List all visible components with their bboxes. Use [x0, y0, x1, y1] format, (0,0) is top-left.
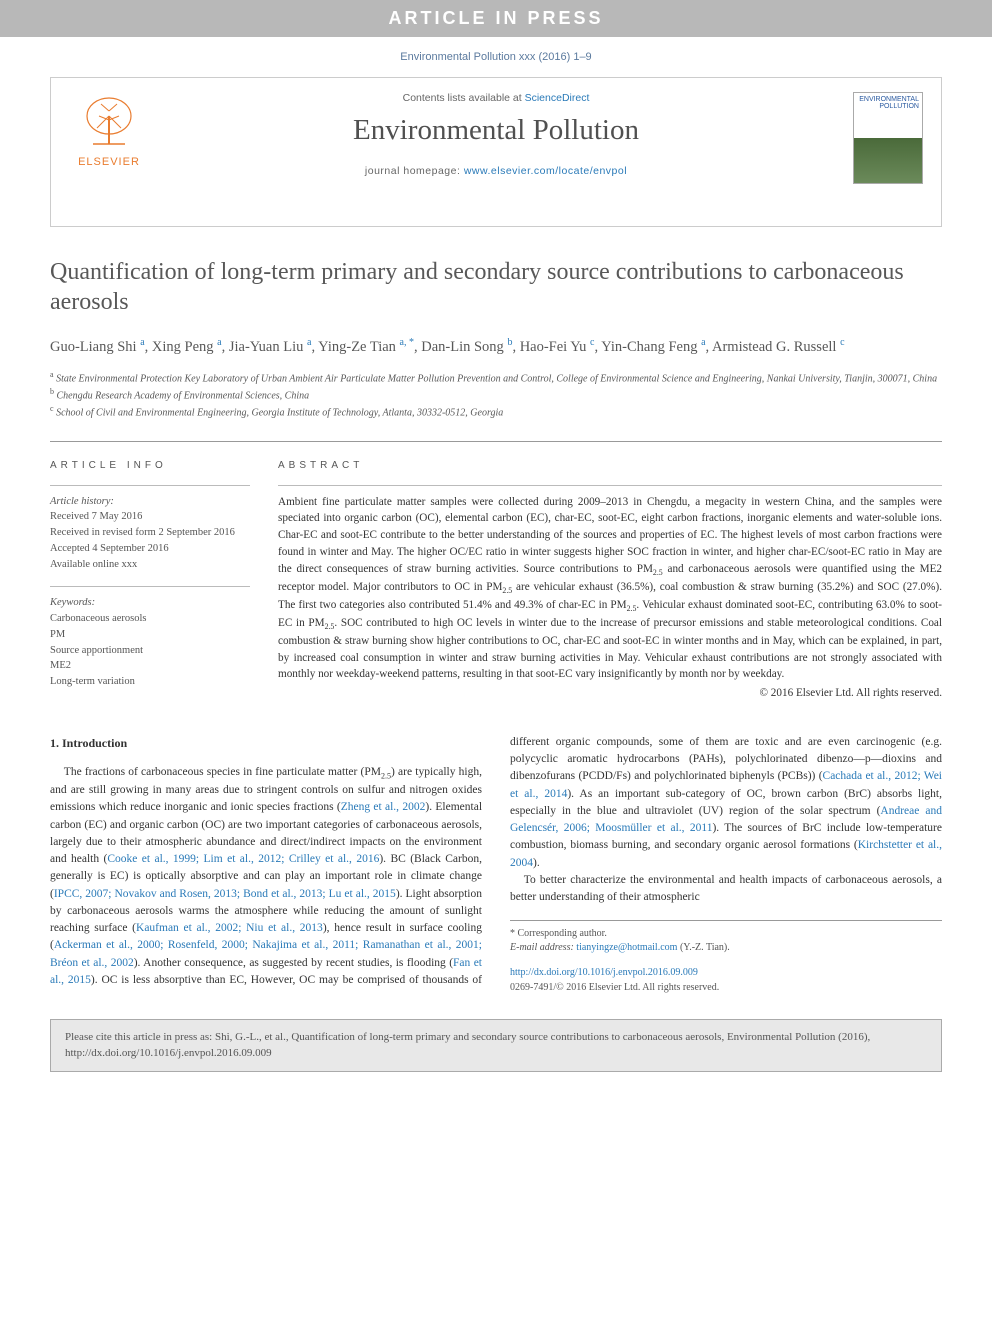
keyword-item: Source apportionment — [50, 643, 250, 659]
affiliation-a: a State Environmental Protection Key Lab… — [50, 369, 942, 386]
contents-lists-line: Contents lists available at ScienceDirec… — [169, 92, 823, 104]
homepage-link[interactable]: www.elsevier.com/locate/envpol — [464, 165, 627, 177]
article-info-heading: ARTICLE INFO — [50, 460, 250, 471]
article-title: Quantification of long-term primary and … — [50, 257, 942, 317]
cover-title: ENVIRONMENTAL POLLUTION — [859, 96, 919, 110]
sciencedirect-link[interactable]: ScienceDirect — [525, 92, 590, 104]
abstract-copyright: © 2016 Elsevier Ltd. All rights reserved… — [278, 685, 942, 702]
elsevier-logo[interactable]: ELSEVIER — [69, 96, 149, 168]
journal-reference: Environmental Pollution xxx (2016) 1–9 — [0, 37, 992, 77]
abstract-column: ABSTRACT Ambient fine particulate matter… — [278, 460, 942, 704]
article-history-block: Article history: Received 7 May 2016 Rec… — [50, 485, 250, 573]
homepage-prefix: journal homepage: — [365, 165, 464, 177]
article-in-press-banner: ARTICLE IN PRESS — [0, 0, 992, 37]
corresponding-author-footnote: * Corresponding author. E-mail address: … — [510, 920, 942, 955]
contents-prefix: Contents lists available at — [403, 92, 525, 104]
intro-paragraph-2: To better characterize the environmental… — [510, 872, 942, 907]
journal-cover-thumbnail[interactable]: ENVIRONMENTAL POLLUTION — [853, 92, 923, 184]
affiliations-block: a State Environmental Protection Key Lab… — [50, 369, 942, 421]
introduction-section: 1. Introduction The fractions of carbona… — [50, 734, 942, 996]
abstract-text: Ambient fine particulate matter samples … — [278, 485, 942, 702]
email-link[interactable]: tianyingze@hotmail.com — [576, 942, 677, 953]
keywords-heading: Keywords: — [50, 595, 250, 611]
email-label: E-mail address: — [510, 942, 576, 953]
citation-box: Please cite this article in press as: Sh… — [50, 1019, 942, 1072]
keywords-block: Keywords: Carbonaceous aerosols PM Sourc… — [50, 586, 250, 690]
email-suffix: (Y.-Z. Tian). — [677, 942, 729, 953]
journal-homepage-line: journal homepage: www.elsevier.com/locat… — [169, 165, 823, 177]
abstract-heading: ABSTRACT — [278, 460, 942, 471]
received-date: Received 7 May 2016 — [50, 509, 250, 525]
history-heading: Article history: — [50, 494, 250, 510]
elsevier-brand-text: ELSEVIER — [69, 156, 149, 168]
abstract-body: Ambient fine particulate matter samples … — [278, 496, 942, 681]
corresponding-label: * Corresponding author. — [510, 927, 942, 941]
affiliation-c: c School of Civil and Environmental Engi… — [50, 403, 942, 420]
online-date: Available online xxx — [50, 557, 250, 573]
introduction-heading: 1. Introduction — [50, 734, 482, 752]
journal-header-box: ELSEVIER ENVIRONMENTAL POLLUTION Content… — [50, 77, 942, 227]
article-info-column: ARTICLE INFO Article history: Received 7… — [50, 460, 250, 704]
doi-link[interactable]: http://dx.doi.org/10.1016/j.envpol.2016.… — [510, 965, 942, 980]
accepted-date: Accepted 4 September 2016 — [50, 541, 250, 557]
keyword-item: Carbonaceous aerosols — [50, 611, 250, 627]
issn-copyright: 0269-7491/© 2016 Elsevier Ltd. All right… — [510, 980, 942, 995]
email-line: E-mail address: tianyingze@hotmail.com (… — [510, 941, 942, 955]
author-list: Guo-Liang Shi a, Xing Peng a, Jia-Yuan L… — [50, 335, 942, 359]
revised-date: Received in revised form 2 September 201… — [50, 525, 250, 541]
keyword-item: Long-term variation — [50, 674, 250, 690]
journal-name: Environmental Pollution — [169, 114, 823, 147]
intro-paragraph-1: The fractions of carbonaceous species in… — [50, 734, 942, 996]
keyword-item: ME2 — [50, 658, 250, 674]
affiliation-b: b Chengdu Research Academy of Environmen… — [50, 386, 942, 403]
keyword-item: PM — [50, 627, 250, 643]
doi-block: http://dx.doi.org/10.1016/j.envpol.2016.… — [510, 965, 942, 995]
elsevier-tree-icon — [69, 96, 149, 156]
